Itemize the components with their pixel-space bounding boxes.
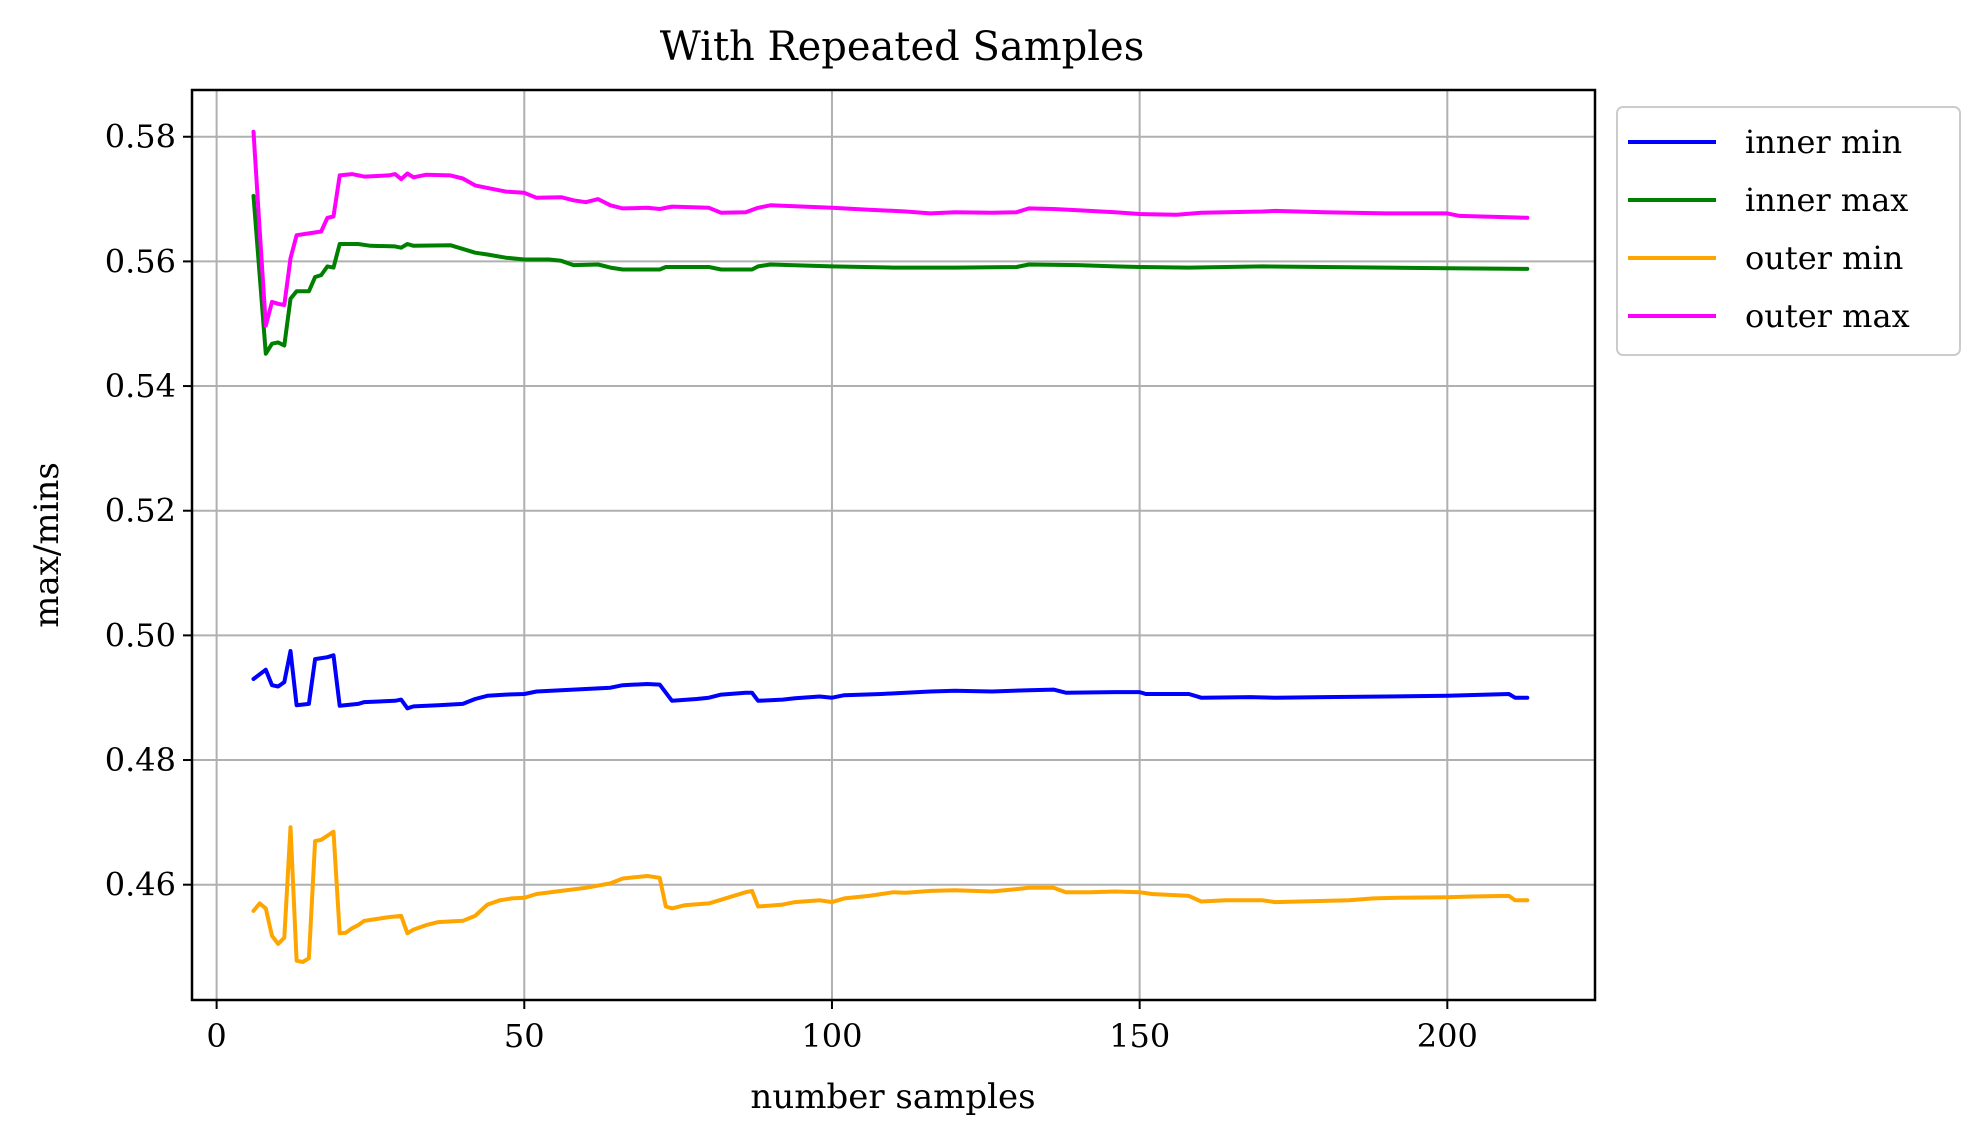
legend-label: inner min	[1745, 123, 1902, 161]
legend-label: inner max	[1745, 181, 1908, 219]
legend-label: outer min	[1745, 239, 1903, 277]
plot-frame	[190, 88, 1597, 1002]
x-tick-label: 200	[1417, 1017, 1478, 1055]
y-tick-label: 0.54	[105, 367, 176, 405]
y-tick-label: 0.52	[105, 492, 176, 530]
y-tick-label: 0.56	[105, 242, 176, 280]
y-tick-label: 0.50	[105, 616, 176, 654]
x-tick-label: 100	[801, 1017, 862, 1055]
y-tick-label: 0.58	[105, 118, 176, 156]
x-axis-ticks: 0 50 100 150 200	[206, 1000, 1478, 1055]
x-tick-label: 150	[1109, 1017, 1170, 1055]
y-tick-label: 0.48	[105, 741, 176, 779]
x-tick-label: 50	[504, 1017, 545, 1055]
x-tick-label: 0	[206, 1017, 226, 1055]
chart-title: With Repeated Samples	[660, 24, 1145, 70]
grid-lines	[192, 90, 1595, 1000]
series-line-outer-max	[251, 129, 1530, 328]
legend-label: outer max	[1745, 297, 1910, 335]
x-axis-label: number samples	[750, 1077, 1035, 1117]
legend-box	[1616, 106, 1961, 356]
series-line-inner-max	[251, 194, 1530, 356]
y-axis-label: max/mins	[27, 462, 67, 628]
y-tick-label: 0.46	[105, 866, 176, 904]
series-lines	[251, 129, 1530, 964]
y-axis-ticks: 0.46 0.48 0.50 0.52 0.54 0.56 0.58	[105, 118, 192, 904]
series-line-outer-min	[251, 825, 1530, 964]
legend: inner min inner max outer min outer max	[1616, 106, 1961, 356]
series-line-inner-min	[251, 649, 1530, 711]
